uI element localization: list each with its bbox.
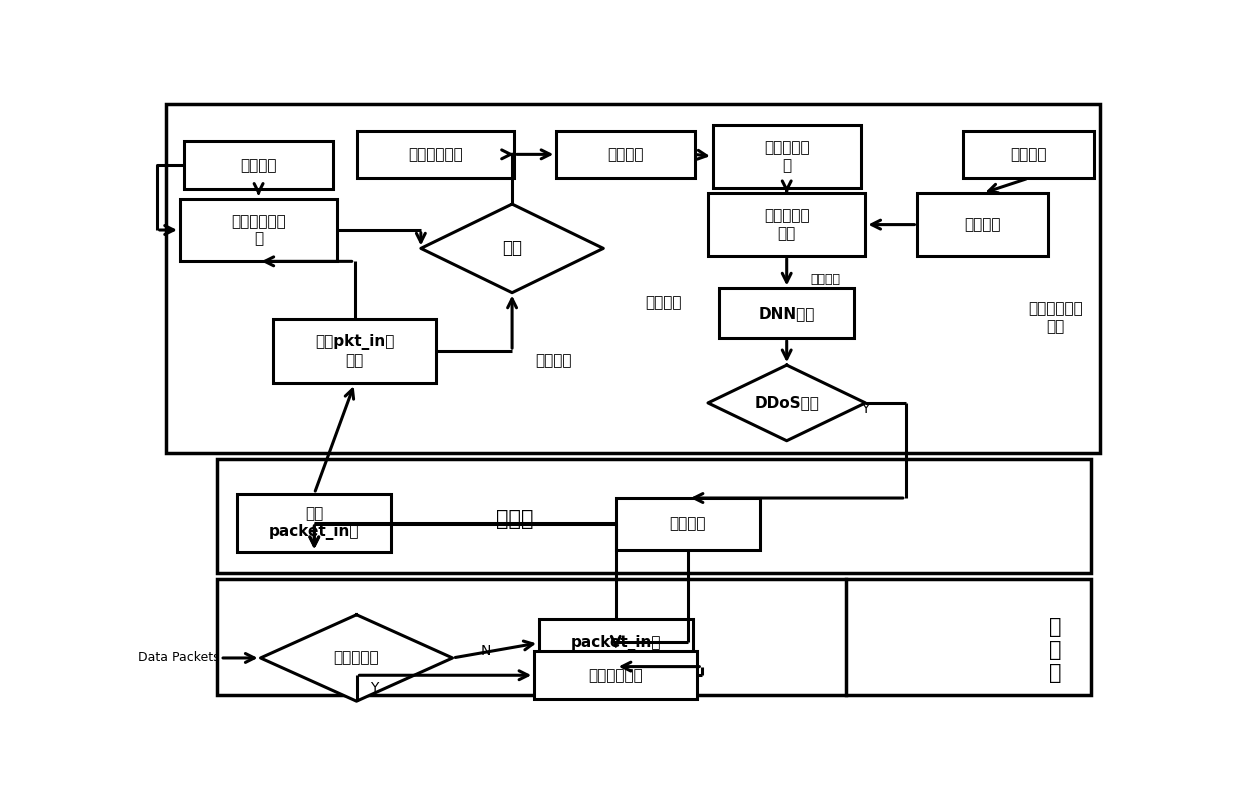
Text: DDoS存在: DDoS存在 — [755, 395, 819, 410]
FancyBboxPatch shape — [357, 130, 514, 178]
Text: packet_in包: packet_in包 — [570, 635, 662, 651]
FancyBboxPatch shape — [556, 130, 695, 178]
FancyBboxPatch shape — [616, 498, 760, 550]
Text: Y: Y — [369, 681, 378, 694]
FancyBboxPatch shape — [273, 318, 436, 383]
FancyBboxPatch shape — [183, 142, 333, 189]
Bar — [217, 578, 1092, 694]
Text: 多维度特征
构建: 多维度特征 构建 — [764, 209, 809, 241]
Bar — [217, 459, 1092, 573]
Text: 控制器: 控制器 — [496, 509, 534, 529]
Text: 下发流表: 下发流表 — [669, 517, 706, 531]
Text: 解析pkt_in数
据包: 解析pkt_in数 据包 — [315, 334, 394, 368]
Text: Data Packets: Data Packets — [138, 651, 219, 665]
Text: 预估阈值: 预估阈值 — [240, 158, 276, 173]
Text: 执行指令集合: 执行指令集合 — [589, 668, 643, 682]
FancyBboxPatch shape — [180, 198, 337, 262]
Text: 增量学习: 增量学习 — [810, 274, 840, 286]
Bar — [166, 104, 1100, 453]
FancyBboxPatch shape — [712, 125, 861, 188]
FancyBboxPatch shape — [539, 619, 693, 666]
Text: 集成学习: 集成学习 — [1011, 147, 1047, 162]
FancyBboxPatch shape — [238, 494, 392, 552]
Text: N: N — [481, 645, 492, 658]
Text: 最优特征: 最优特征 — [964, 217, 1001, 232]
FancyBboxPatch shape — [720, 288, 854, 338]
Text: 计算贝叶斯概
率: 计算贝叶斯概 率 — [232, 214, 286, 246]
Text: 流表特征提
取: 流表特征提 取 — [764, 140, 809, 173]
Text: 交
换
机: 交 换 机 — [1049, 617, 1062, 683]
Polygon shape — [707, 365, 866, 441]
FancyBboxPatch shape — [534, 651, 698, 699]
Text: Y: Y — [861, 402, 870, 417]
FancyBboxPatch shape — [964, 130, 1094, 178]
Text: 阈值: 阈值 — [502, 239, 522, 258]
Text: 采集流表: 采集流表 — [607, 147, 643, 162]
Text: 神经网络检测
模型: 神经网络检测 模型 — [1028, 302, 1083, 334]
Text: 第一阶段: 第一阶段 — [535, 354, 571, 368]
Text: 发出异常警报: 发出异常警报 — [408, 147, 462, 162]
FancyBboxPatch shape — [917, 194, 1048, 256]
Text: 收集
packet_in包: 收集 packet_in包 — [269, 506, 359, 539]
Text: 第二阶段: 第二阶段 — [646, 295, 681, 310]
Polygon shape — [260, 614, 452, 701]
Polygon shape — [421, 204, 603, 293]
Text: 匹配流表项: 匹配流表项 — [333, 650, 379, 666]
FancyBboxPatch shape — [707, 194, 866, 256]
Text: DNN算法: DNN算法 — [758, 306, 815, 321]
